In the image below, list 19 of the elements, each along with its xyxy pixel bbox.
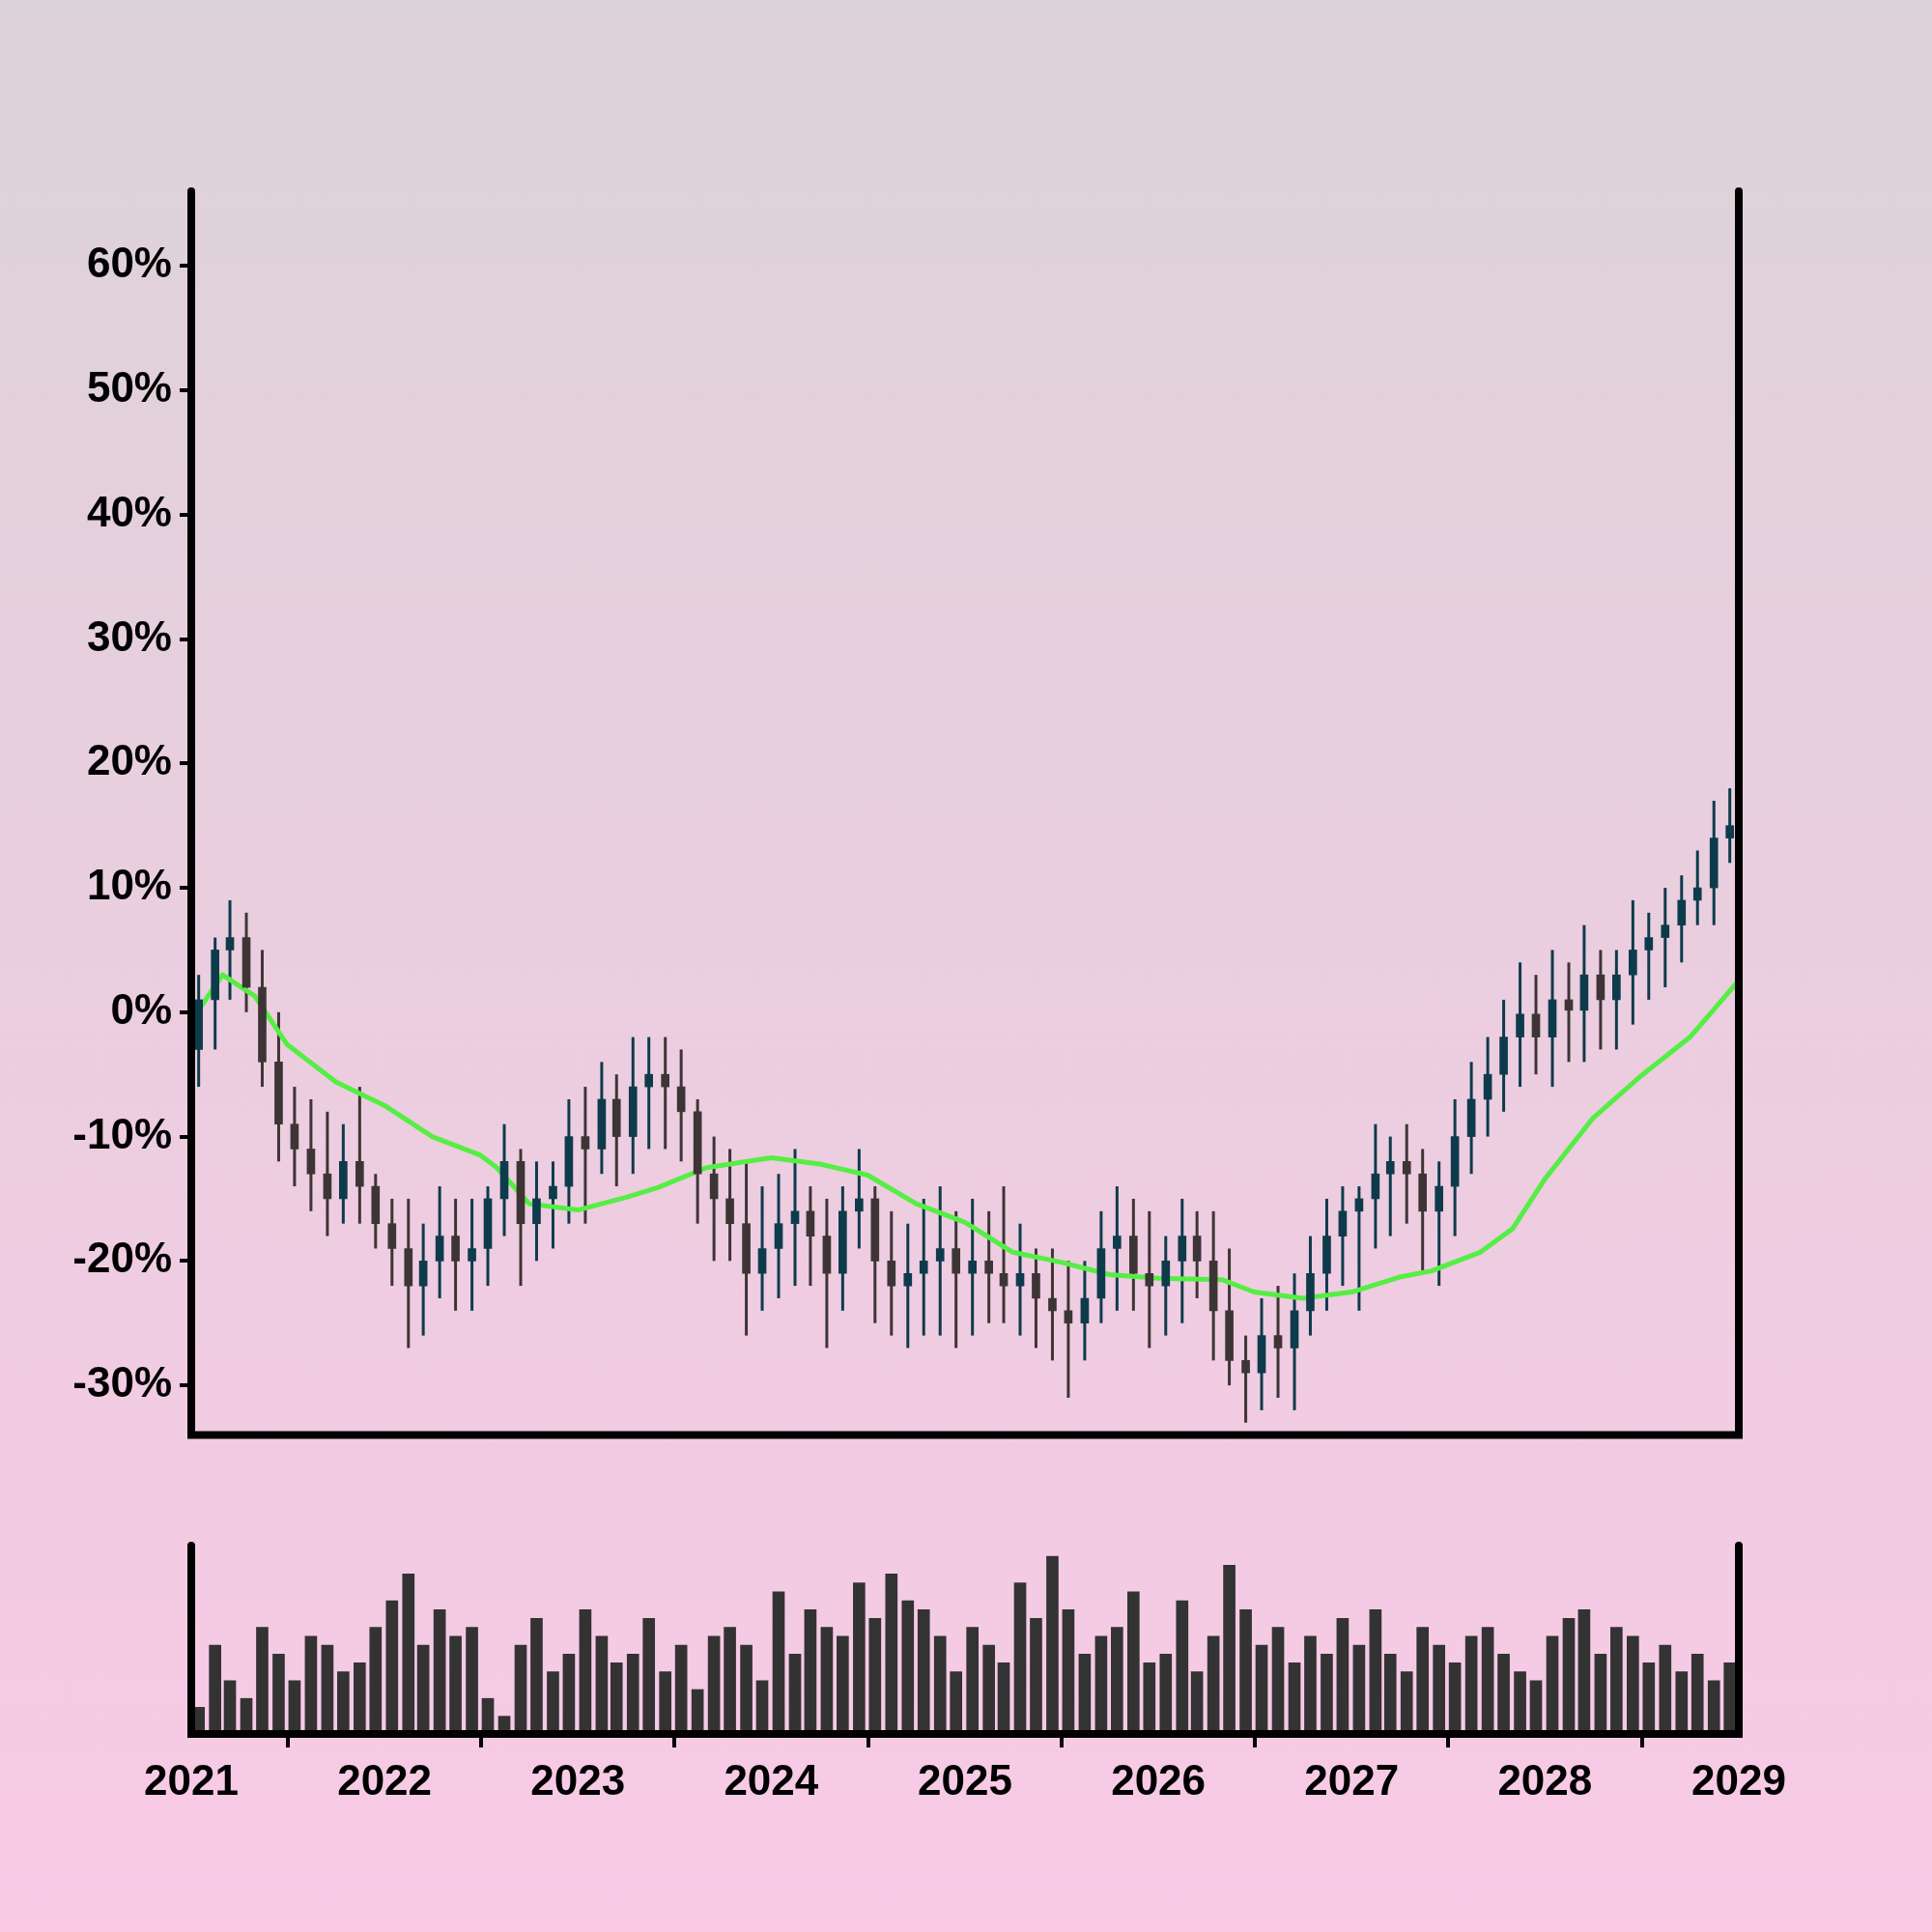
x-tick-label: 2027 — [1304, 1755, 1400, 1804]
y-tick-label: 10% — [86, 861, 172, 909]
x-tick-label: 2026 — [1111, 1755, 1207, 1804]
y-tick-label: -30% — [72, 1358, 172, 1406]
y-tick-label: -10% — [72, 1109, 172, 1157]
y-tick-label: 20% — [86, 736, 172, 784]
y-tick-label: 60% — [86, 239, 172, 287]
y-tick-label: -20% — [72, 1234, 172, 1282]
x-tick-label: 2024 — [724, 1755, 819, 1804]
x-tick-label: 2021 — [144, 1755, 239, 1804]
y-tick-label: 30% — [86, 611, 172, 660]
y-tick-label: 40% — [86, 487, 172, 535]
x-tick-label: 2029 — [1691, 1755, 1786, 1804]
x-tick-label: 2025 — [918, 1755, 1012, 1804]
x-tick-label: 2023 — [530, 1755, 626, 1804]
x-tick-label: 2028 — [1497, 1755, 1593, 1804]
y-tick-label: 0% — [110, 984, 172, 1033]
y-tick-label: 50% — [86, 363, 172, 412]
x-tick-label: 2022 — [337, 1755, 433, 1804]
